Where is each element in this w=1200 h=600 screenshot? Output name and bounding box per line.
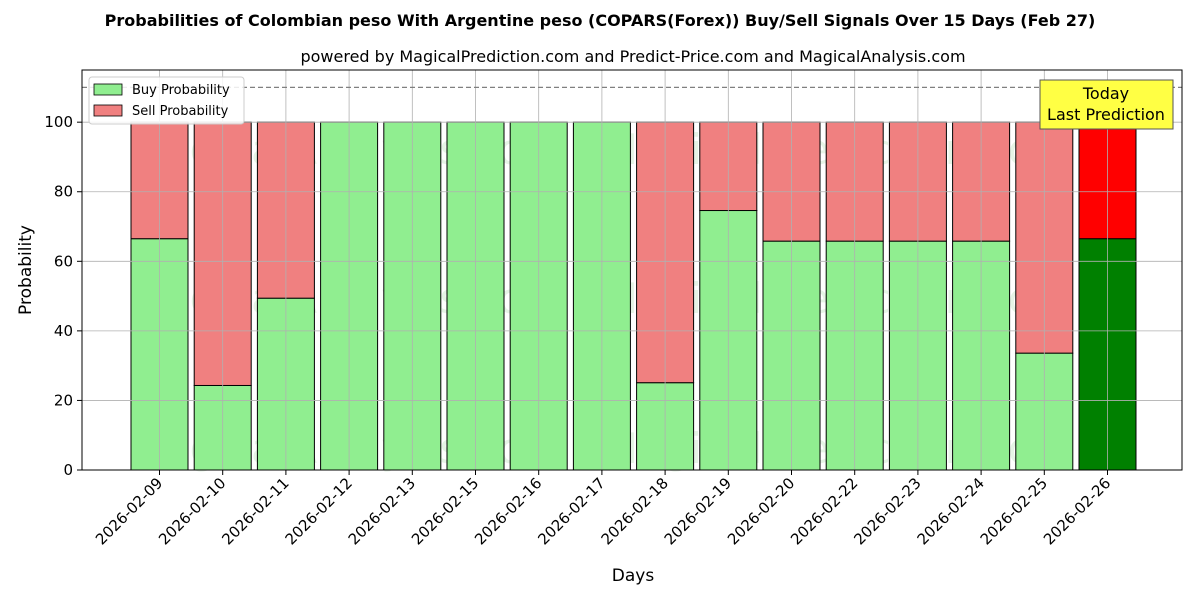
y-tick-label: 0 — [63, 461, 73, 479]
today-line-1: Today — [1082, 84, 1129, 103]
x-tick-label: 2026-02-26 — [1040, 474, 1114, 548]
x-tick-label: 2026-02-22 — [787, 474, 861, 548]
y-tick-label: 20 — [54, 391, 73, 409]
legend-box — [88, 76, 245, 125]
x-tick-label: 2026-02-11 — [218, 474, 292, 548]
plot-frame — [81, 69, 1183, 471]
y-tick-label: 80 — [54, 183, 73, 201]
x-tick-label: 2026-02-25 — [977, 474, 1051, 548]
x-tick-label: 2026-02-10 — [155, 474, 229, 548]
y-tick-label: 100 — [44, 113, 73, 131]
x-tick-label: 2026-02-24 — [914, 474, 988, 548]
today-annotation: Today Last Prediction — [1039, 79, 1174, 130]
legend-sell-swatch — [93, 104, 123, 117]
today-line-2: Last Prediction — [1047, 105, 1165, 124]
chart-subtitle: powered by MagicalPrediction.com and Pre… — [300, 47, 965, 66]
x-tick-label: 2026-02-18 — [598, 474, 672, 548]
x-axis: 2026-02-092026-02-102026-02-112026-02-12… — [92, 470, 1114, 548]
x-tick-label: 2026-02-17 — [534, 474, 608, 548]
today-box — [1039, 79, 1174, 130]
x-tick-label: 2026-02-15 — [408, 474, 482, 548]
y-axis: 0 20 40 60 80 100 — [44, 113, 82, 479]
y-tick-label: 40 — [54, 322, 73, 340]
legend: Buy Probability Sell Probability — [88, 76, 245, 125]
x-tick-label: 2026-02-09 — [92, 474, 166, 548]
legend-sell-label: Sell Probability — [132, 104, 229, 119]
y-tick-label: 60 — [54, 252, 73, 270]
chart-title: Probabilities of Colombian peso With Arg… — [105, 11, 1096, 30]
x-tick-label: 2026-02-19 — [661, 474, 735, 548]
x-tick-label: 2026-02-20 — [724, 474, 798, 548]
x-tick-label: 2026-02-12 — [282, 474, 356, 548]
x-tick-label: 2026-02-16 — [471, 474, 545, 548]
y-axis-label: Probability — [16, 225, 36, 315]
x-tick-label: 2026-02-13 — [345, 474, 419, 548]
x-axis-label: Days — [612, 566, 655, 586]
legend-buy-swatch — [93, 83, 123, 96]
x-tick-label: 2026-02-23 — [850, 474, 924, 548]
legend-buy-label: Buy Probability — [132, 83, 230, 98]
